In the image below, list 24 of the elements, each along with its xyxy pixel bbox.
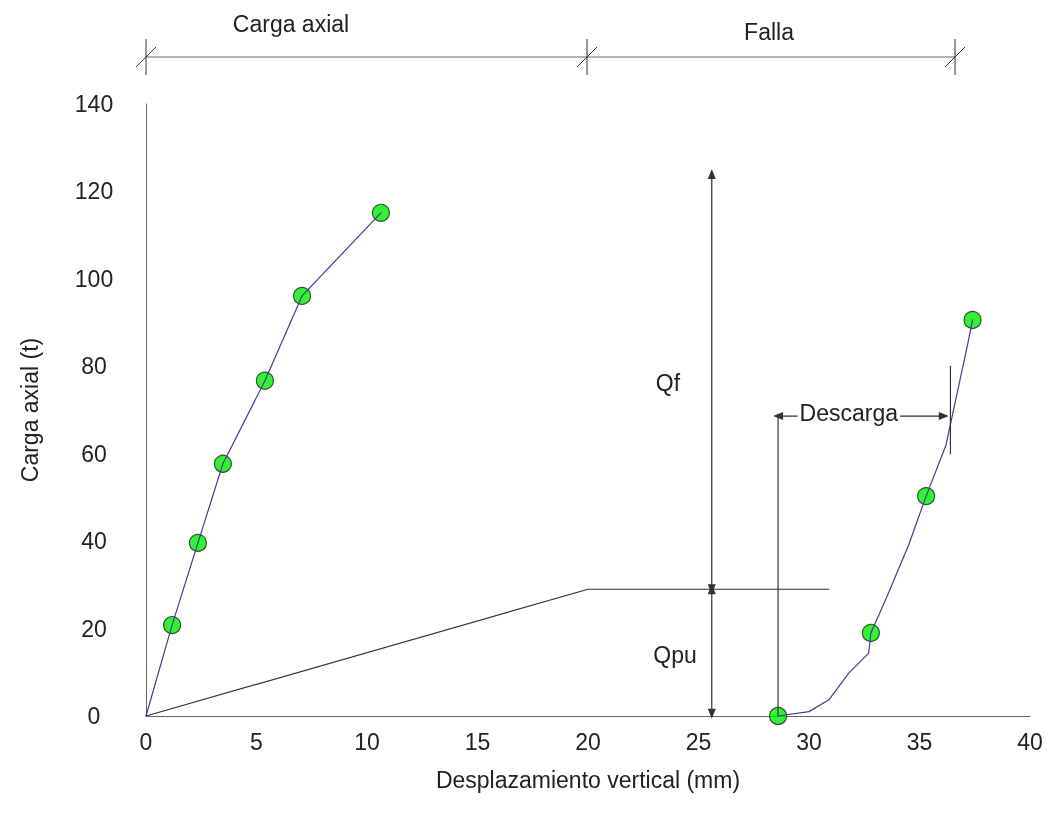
annotation: Descarga (799, 400, 899, 427)
x-tick-label: 0 (139, 728, 153, 755)
x-tick-label: 20 (575, 728, 601, 755)
y-tick-label: 0 (87, 703, 101, 729)
annotation: Qf (655, 370, 681, 396)
y-tick-label: 40 (81, 528, 107, 555)
x-tick-label: 5 (250, 728, 263, 755)
y-tick-label: 60 (81, 440, 107, 467)
y-tick-label: 140 (74, 91, 114, 117)
y-tick-label: 120 (74, 178, 114, 205)
y-tick-label: 20 (81, 615, 107, 642)
annotation: Qpu (653, 642, 697, 668)
y-tick-label: 80 (81, 353, 107, 380)
x-tick-label: 35 (906, 728, 933, 755)
x-tick-label: 25 (685, 728, 712, 755)
x-tick-label: 10 (354, 728, 380, 755)
x-axis-title: Desplazamiento vertical (mm) (435, 766, 741, 793)
x-tick-label: 15 (464, 728, 491, 755)
x-tick-label: 30 (796, 728, 822, 755)
y-tick-label: 100 (74, 265, 114, 292)
x-tick-label: 40 (1017, 728, 1043, 755)
text: Carga axial (232, 11, 350, 37)
text: Falla (744, 19, 795, 45)
y-axis-title: Carga axial (t) (16, 337, 43, 483)
